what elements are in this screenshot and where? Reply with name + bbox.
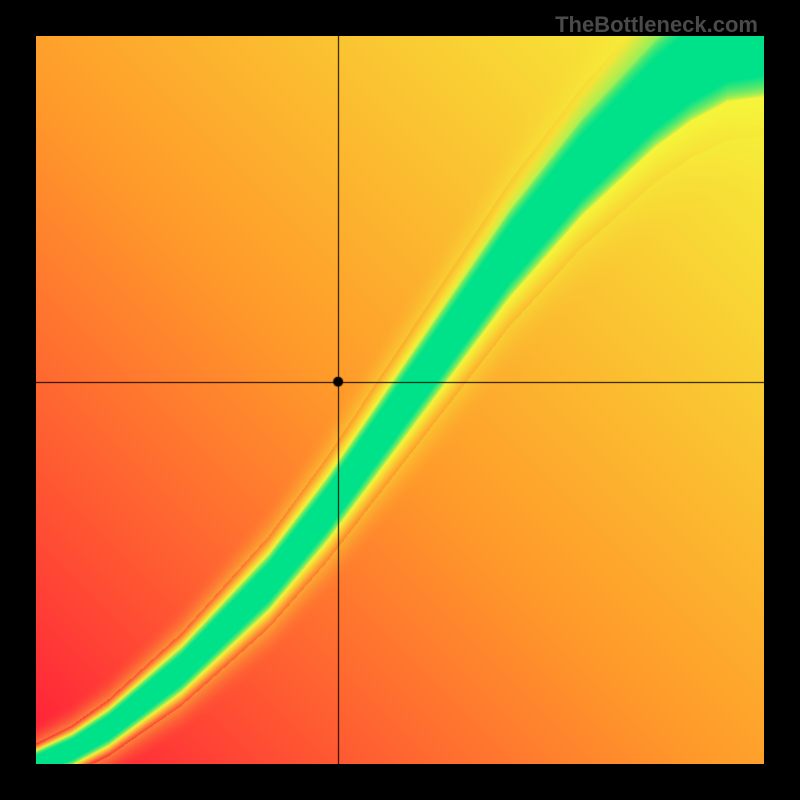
watermark-text: TheBottleneck.com: [555, 12, 758, 38]
chart-container: TheBottleneck.com: [0, 0, 800, 800]
bottleneck-heatmap: [36, 36, 764, 764]
plot-area: [36, 36, 764, 764]
